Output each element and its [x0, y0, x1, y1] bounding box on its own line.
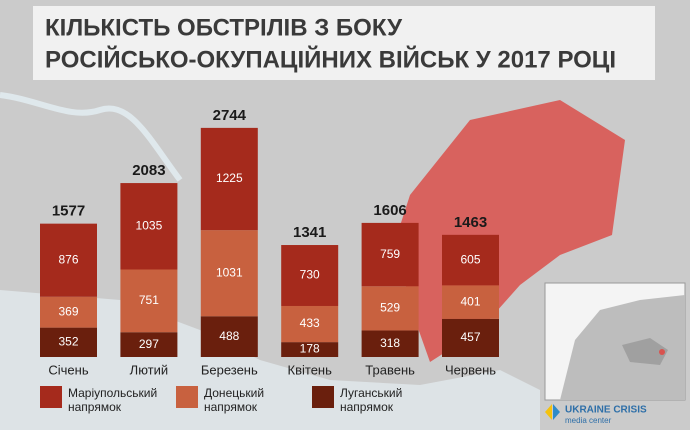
bar-segment: [442, 234, 499, 286]
bar-segment: [281, 342, 339, 357]
logo-icon: [553, 404, 560, 420]
logo-subtitle: media center: [565, 416, 612, 425]
logo-icon: [545, 404, 552, 420]
value-label: 1035: [136, 218, 163, 232]
river: [0, 92, 183, 182]
value-label: 488: [219, 329, 239, 343]
total-label: 1341: [293, 224, 326, 241]
value-label: 759: [380, 247, 400, 261]
value-label: 876: [58, 252, 78, 266]
total-label: 1577: [52, 203, 85, 220]
value-label: 730: [300, 268, 320, 282]
bar-segment: [120, 183, 178, 270]
value-label: 352: [58, 334, 78, 348]
total-label: 1463: [454, 214, 487, 231]
bar-segment: [120, 332, 178, 357]
total-label: 2744: [213, 107, 247, 124]
bar-segment: [361, 330, 419, 357]
legend-label: Луганський напрямок: [340, 386, 403, 414]
inset-marker: [659, 349, 665, 355]
legend-swatch: [176, 386, 198, 408]
bar-segment: [442, 285, 499, 319]
x-tick-label: Квітень: [288, 362, 333, 377]
value-label: 457: [460, 330, 480, 344]
x-tick-label: Січень: [48, 362, 88, 377]
legend-label: Донецький напрямок: [204, 386, 265, 414]
bar-segment: [200, 127, 258, 231]
legend-label: Маріупольський напрямок: [68, 386, 158, 414]
bar-segment: [281, 245, 339, 306]
chart-subtitle: РОСІЙСЬКО-ОКУПАЦІЙНИХ ВІЙСЬК У 2017 РОЦІ: [45, 45, 616, 73]
legend-swatch: [312, 386, 334, 408]
total-label: 1606: [373, 202, 406, 219]
title-box: [33, 6, 655, 80]
bar-segment: [442, 318, 499, 357]
bar-segment: [281, 305, 339, 343]
value-label: 318: [380, 336, 400, 350]
legend-swatch: [40, 386, 62, 408]
x-tick-label: Червень: [445, 362, 496, 377]
x-tick-label: Лютий: [130, 362, 168, 377]
value-label: 178: [300, 342, 320, 356]
value-label: 297: [139, 337, 159, 351]
bar-segment: [120, 269, 178, 333]
bar-segment: [40, 327, 97, 357]
value-label: 433: [300, 316, 320, 330]
value-label: 1031: [216, 265, 243, 279]
x-tick-label: Березень: [201, 362, 258, 377]
value-label: 529: [380, 301, 400, 315]
value-label: 369: [58, 304, 78, 318]
bar-segment: [200, 316, 258, 357]
chart-title: КІЛЬКІСТЬ ОБСТРІЛІВ З БОКУ: [45, 14, 403, 41]
logo-title: UKRAINE CRISIS: [565, 405, 647, 416]
bar-segment: [40, 296, 97, 328]
bar-segment: [361, 286, 419, 331]
value-label: 401: [460, 294, 480, 308]
bar-segment: [361, 222, 419, 287]
value-label: 751: [139, 293, 159, 307]
bar-segment: [40, 223, 97, 297]
inset-ukraine: [622, 338, 668, 365]
x-tick-label: Травень: [365, 362, 415, 377]
inset-land: [560, 295, 685, 400]
value-label: 1225: [216, 171, 243, 185]
total-label: 2083: [132, 162, 165, 179]
value-label: 605: [460, 252, 480, 266]
bar-segment: [200, 230, 258, 317]
